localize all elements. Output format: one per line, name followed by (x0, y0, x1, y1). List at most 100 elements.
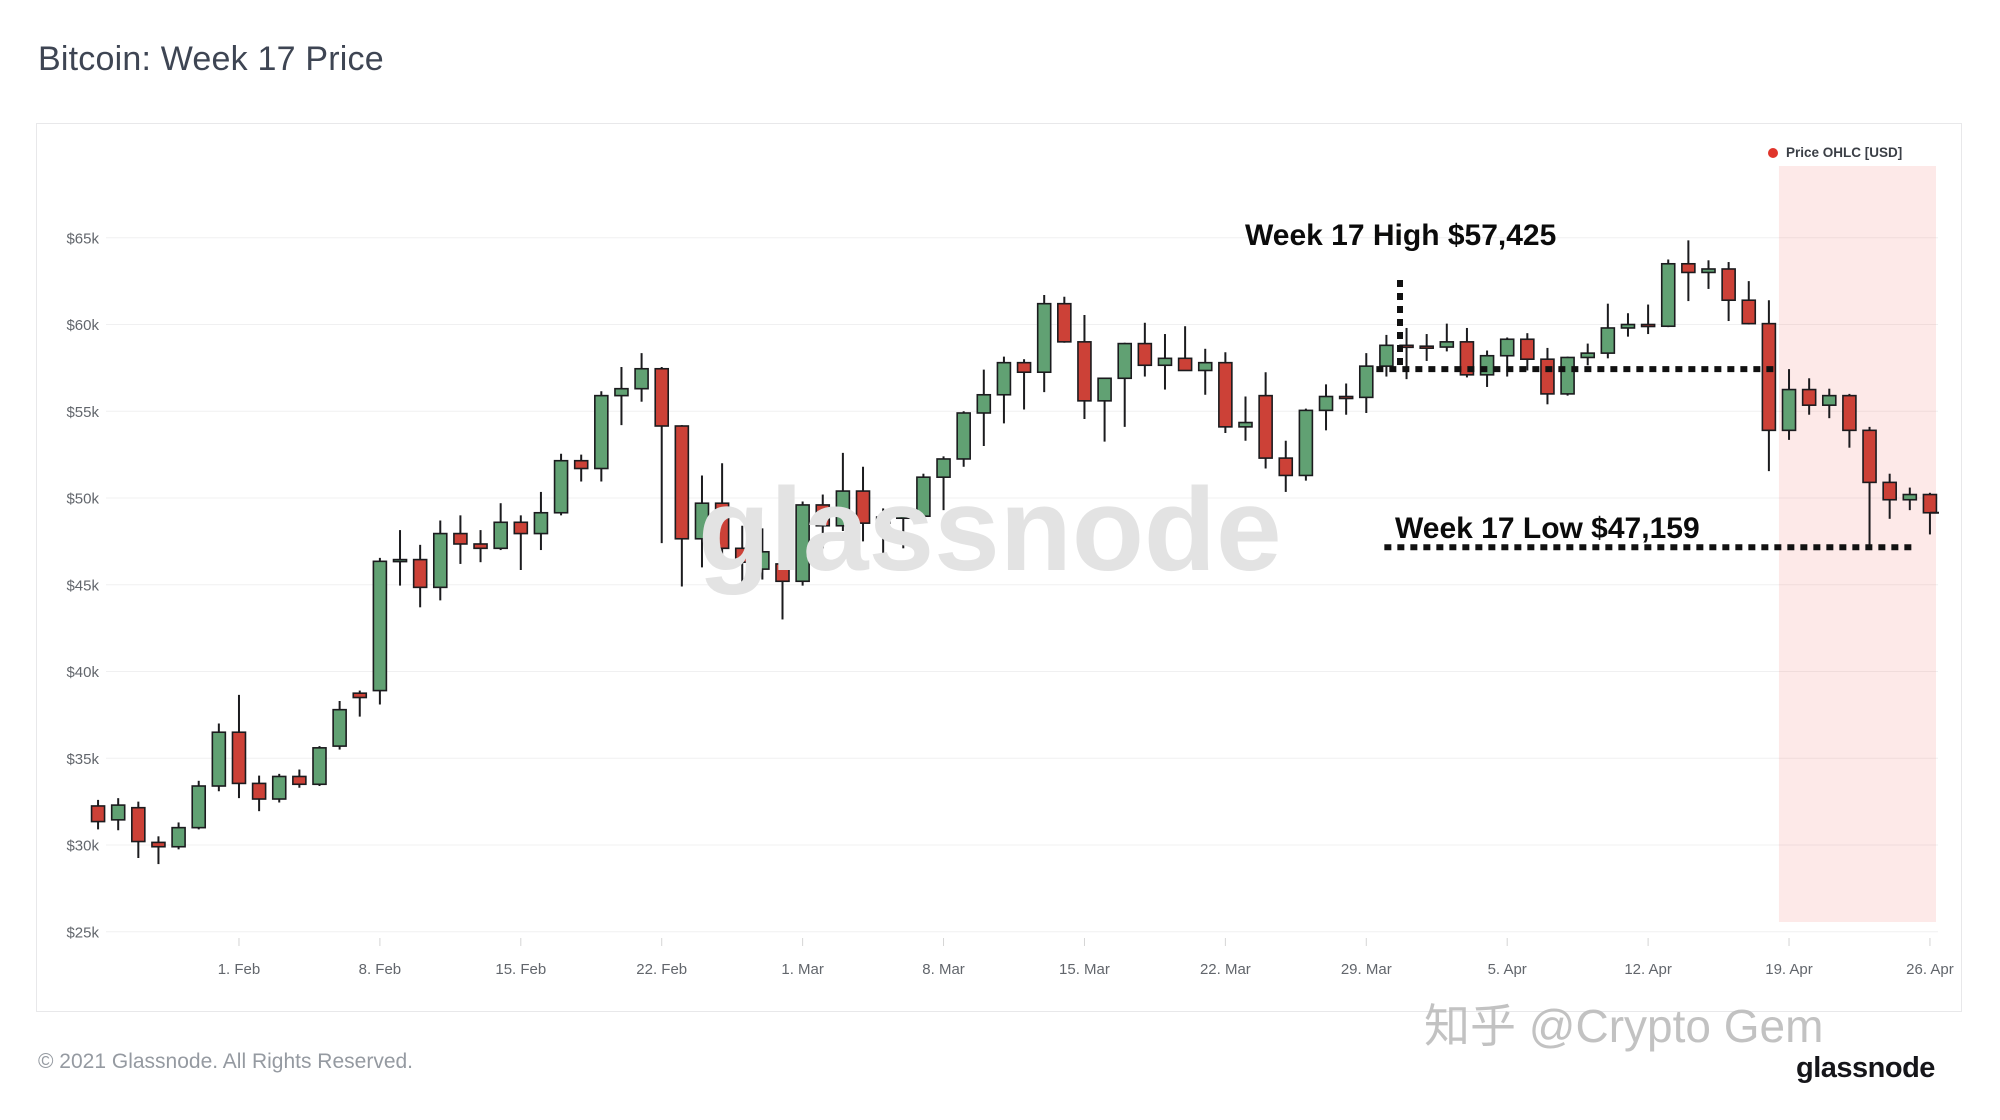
candle-body[interactable] (211, 731, 227, 787)
x-axis-label: 8. Feb (359, 961, 402, 978)
candle-body[interactable] (1358, 365, 1374, 399)
candle-body[interactable] (1197, 361, 1213, 372)
candle-body[interactable] (1177, 357, 1193, 372)
candle-body[interactable] (1137, 342, 1153, 367)
candle-body[interactable] (1761, 322, 1777, 432)
candle-body[interactable] (1821, 394, 1837, 406)
candle-body[interactable] (1781, 388, 1797, 432)
candle-body[interactable] (1882, 481, 1897, 501)
candle-body[interactable] (1701, 268, 1716, 274)
candle-body[interactable] (1318, 395, 1334, 412)
candle-body[interactable] (755, 550, 770, 570)
candle-body[interactable] (1278, 457, 1294, 477)
legend-price-ohlc[interactable]: Price OHLC [USD] (1768, 145, 1902, 160)
candle-body[interactable] (1338, 395, 1354, 400)
candle-body[interactable] (372, 560, 388, 692)
candle-body[interactable] (1741, 299, 1757, 325)
x-axis-label: 15. Feb (495, 961, 546, 978)
candle-body[interactable] (151, 841, 166, 848)
candle-body[interactable] (936, 458, 951, 478)
candle-body[interactable] (332, 708, 347, 747)
candle-body[interactable] (231, 731, 247, 785)
candle-body[interactable] (292, 775, 307, 786)
candle-body[interactable] (775, 563, 790, 583)
candle-body[interactable] (573, 459, 589, 470)
x-axis-label: 22. Feb (636, 961, 687, 978)
candle-body[interactable] (815, 504, 831, 527)
candle-body[interactable] (1439, 341, 1455, 348)
candle-body[interactable] (694, 502, 710, 540)
candle-body[interactable] (1016, 361, 1032, 374)
candle-body[interactable] (251, 782, 267, 800)
candle-body[interactable] (1218, 361, 1233, 428)
candle-body[interactable] (312, 747, 327, 786)
candle-body[interactable] (614, 387, 629, 397)
candle-body[interactable] (855, 490, 871, 524)
candle-body[interactable] (654, 367, 670, 427)
candle-body[interactable] (432, 532, 448, 589)
candle-body[interactable] (1681, 262, 1696, 274)
candle-body[interactable] (1036, 302, 1052, 374)
candle-body[interactable] (1258, 394, 1273, 459)
candle-body[interactable] (594, 394, 609, 470)
candle-body[interactable] (1298, 409, 1314, 477)
candle-body[interactable] (895, 515, 911, 520)
candle-body[interactable] (1520, 338, 1535, 360)
candle-body[interactable] (110, 804, 126, 821)
candle-body[interactable] (1379, 344, 1394, 367)
candle-body[interactable] (453, 532, 468, 545)
candle-body[interactable] (553, 459, 569, 514)
candle-body[interactable] (1580, 352, 1596, 359)
legend-label: Price OHLC [USD] (1786, 145, 1903, 160)
candle-body[interactable] (996, 361, 1012, 396)
candle-body[interactable] (493, 521, 508, 550)
candle-body[interactable] (90, 805, 106, 823)
candle-body[interactable] (131, 806, 146, 843)
candle-body[interactable] (916, 476, 931, 518)
candle-body[interactable] (1499, 338, 1515, 357)
x-axis-label: 19. Apr (1765, 961, 1813, 978)
y-axis-label: $50k (66, 491, 99, 508)
x-axis-label: 26. Apr (1906, 961, 1954, 978)
candle-body[interactable] (1117, 342, 1133, 380)
candle-body[interactable] (875, 516, 891, 524)
candle-body[interactable] (1600, 327, 1616, 354)
candle-body[interactable] (1157, 357, 1173, 367)
candle-body[interactable] (1902, 493, 1918, 501)
candle-body[interactable] (976, 393, 992, 414)
candle-body[interactable] (412, 558, 428, 589)
candle-body[interactable] (1640, 323, 1656, 328)
candle-body[interactable] (1801, 388, 1817, 406)
candle-body[interactable] (795, 504, 810, 583)
candle-body[interactable] (1540, 358, 1555, 395)
candle-body[interactable] (674, 425, 690, 540)
candle-body[interactable] (1922, 493, 1938, 514)
candle-body[interactable] (392, 558, 408, 563)
candle-body[interactable] (533, 511, 549, 535)
candle-body[interactable] (835, 490, 851, 527)
candle-body[interactable] (1660, 262, 1676, 328)
candle-body[interactable] (1077, 341, 1092, 402)
candle-body[interactable] (191, 785, 207, 829)
candle-body[interactable] (734, 547, 750, 563)
glassnode-watermark: glassnode (698, 464, 1282, 596)
candle-body[interactable] (1560, 356, 1575, 395)
candle-body[interactable] (1057, 302, 1072, 343)
candle-body[interactable] (473, 543, 488, 550)
candle-body[interactable] (1620, 323, 1636, 329)
candle-body[interactable] (1842, 394, 1857, 432)
candle-body[interactable] (171, 826, 186, 848)
candle-body[interactable] (1419, 345, 1434, 349)
candle-body[interactable] (714, 502, 730, 550)
candle-body[interactable] (271, 775, 287, 800)
candle-body[interactable] (956, 412, 971, 460)
candle-body[interactable] (352, 692, 368, 699)
candle-body[interactable] (634, 367, 649, 390)
candle-body[interactable] (1097, 377, 1112, 402)
y-axis-label: $45k (66, 577, 99, 594)
candle-body[interactable] (1862, 429, 1877, 484)
candle-body[interactable] (513, 521, 529, 535)
candle-body[interactable] (1721, 268, 1736, 302)
candle-body[interactable] (1238, 421, 1253, 428)
